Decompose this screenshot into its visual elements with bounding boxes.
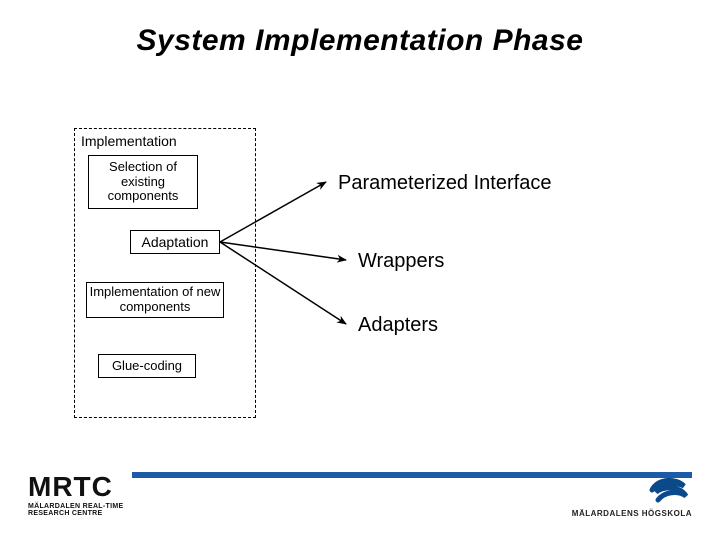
logo-mrtc: MRTC MÄLARDALEN REAL-TIME RESEARCH CENTR… (28, 471, 123, 518)
logo-university-name: MÄLARDALENS HÖGSKOLA (572, 509, 692, 518)
logo-mrtc-text: MRTC (28, 471, 123, 503)
slide-root: System Implementation Phase Implementati… (0, 0, 720, 540)
logo-mrtc-subtitle-1: MÄLARDALEN REAL-TIME (28, 503, 123, 511)
university-swirl-icon (646, 476, 692, 504)
arrows-layer (0, 0, 720, 540)
logo-malardalens-hogskola: MÄLARDALENS HÖGSKOLA (572, 476, 692, 518)
logo-mrtc-subtitle-2: RESEARCH CENTRE (28, 510, 123, 518)
